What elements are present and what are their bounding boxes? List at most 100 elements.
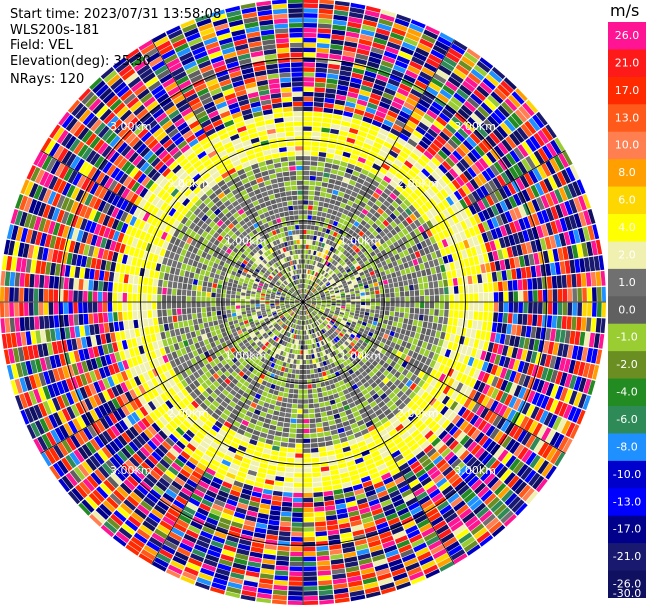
- noise-gate: [410, 88, 423, 98]
- noise-gate: [576, 243, 584, 258]
- velocity-gate: [304, 294, 306, 299]
- velocity-gate: [347, 211, 354, 218]
- noise-gate: [315, 531, 327, 537]
- velocity-gate: [407, 336, 414, 344]
- velocity-gate: [315, 241, 319, 246]
- noise-gate: [303, 512, 314, 518]
- noise-gate: [317, 33, 331, 39]
- velocity-gate: [354, 182, 363, 189]
- noise-gate: [133, 124, 146, 136]
- noise-gate: [494, 482, 507, 496]
- noise-gate: [102, 214, 111, 227]
- velocity-gate: [419, 289, 425, 296]
- noise-gate: [506, 346, 514, 358]
- noise-gate: [277, 545, 290, 552]
- noise-gate: [351, 72, 364, 80]
- noise-gate: [527, 201, 536, 214]
- noise-gate: [183, 506, 196, 516]
- noise-gate: [261, 34, 275, 41]
- velocity-gate: [364, 312, 370, 316]
- noise-gate: [250, 101, 261, 108]
- noise-gate: [329, 549, 343, 555]
- noise-gate: [171, 527, 185, 538]
- noise-gate: [509, 133, 521, 146]
- velocity-gate: [310, 438, 318, 443]
- noise-gate: [127, 51, 143, 64]
- noise-gate: [423, 150, 434, 160]
- noise-gate: [537, 460, 550, 475]
- noise-gate: [28, 302, 34, 316]
- noise-gate: [508, 496, 521, 510]
- noise-gate: [511, 245, 519, 257]
- noise-gate: [370, 92, 382, 101]
- noise-gate: [177, 121, 188, 132]
- velocity-gate: [315, 412, 321, 418]
- velocity-gate: [322, 117, 332, 124]
- noise-gate: [30, 330, 37, 345]
- noise-gate: [366, 535, 380, 543]
- noise-gate: [568, 359, 576, 374]
- noise-gate: [500, 212, 509, 225]
- noise-gate: [186, 501, 198, 511]
- noise-gate: [210, 586, 225, 595]
- noise-gate: [500, 420, 511, 433]
- noise-gate: [461, 536, 476, 549]
- noise-gate: [258, 14, 273, 21]
- noise-gate: [110, 473, 123, 485]
- noise-gate: [502, 312, 508, 323]
- velocity-gate: [321, 471, 331, 477]
- noise-gate: [505, 152, 517, 166]
- noise-gate: [508, 425, 519, 438]
- velocity-gate: [331, 242, 337, 248]
- noise-gate: [180, 144, 191, 154]
- velocity-gate: [322, 259, 327, 265]
- noise-gate: [230, 521, 243, 529]
- velocity-gate: [309, 255, 313, 260]
- noise-gate: [493, 282, 499, 292]
- noise-gate: [147, 425, 158, 436]
- noise-gate: [314, 516, 326, 522]
- noise-gate: [145, 179, 155, 190]
- noise-gate: [418, 121, 429, 132]
- velocity-gate: [311, 245, 315, 250]
- noise-gate: [418, 472, 429, 483]
- noise-gate: [45, 262, 52, 275]
- noise-gate: [84, 325, 90, 336]
- noise-gate: [226, 535, 240, 543]
- noise-gate: [354, 108, 365, 116]
- noise-gate: [487, 95, 500, 108]
- noise-gate: [61, 211, 70, 225]
- noise-gate: [147, 454, 159, 466]
- noise-gate: [154, 528, 168, 540]
- noise-gate: [527, 278, 533, 290]
- noise-gate: [103, 312, 109, 323]
- noise-gate: [154, 146, 165, 157]
- noise-gate: [380, 499, 393, 508]
- velocity-gate: [318, 156, 326, 162]
- velocity-gate: [374, 159, 384, 167]
- velocity-gate: [365, 176, 374, 184]
- velocity-gate: [334, 237, 339, 244]
- noise-gate: [128, 136, 140, 148]
- noise-gate: [223, 476, 235, 485]
- noise-gate: [65, 392, 75, 405]
- noise-gate: [137, 420, 147, 431]
- noise-gate: [144, 135, 156, 146]
- velocity-gate: [371, 146, 381, 154]
- noise-gate: [530, 351, 538, 364]
- noise-gate: [303, 91, 314, 97]
- noise-gate: [508, 166, 519, 179]
- velocity-gate: [400, 291, 405, 297]
- noise-gate: [63, 302, 69, 314]
- noise-gate: [499, 200, 509, 212]
- noise-gate: [403, 493, 415, 503]
- noise-gate: [522, 216, 531, 229]
- noise-gate: [509, 150, 521, 163]
- noise-gate: [494, 190, 504, 202]
- noise-gate: [483, 473, 496, 485]
- noise-gate: [550, 220, 559, 235]
- noise-gate: [262, 558, 276, 565]
- noise-gate: [116, 506, 130, 519]
- noise-gate: [521, 141, 533, 155]
- noise-gate: [362, 576, 378, 585]
